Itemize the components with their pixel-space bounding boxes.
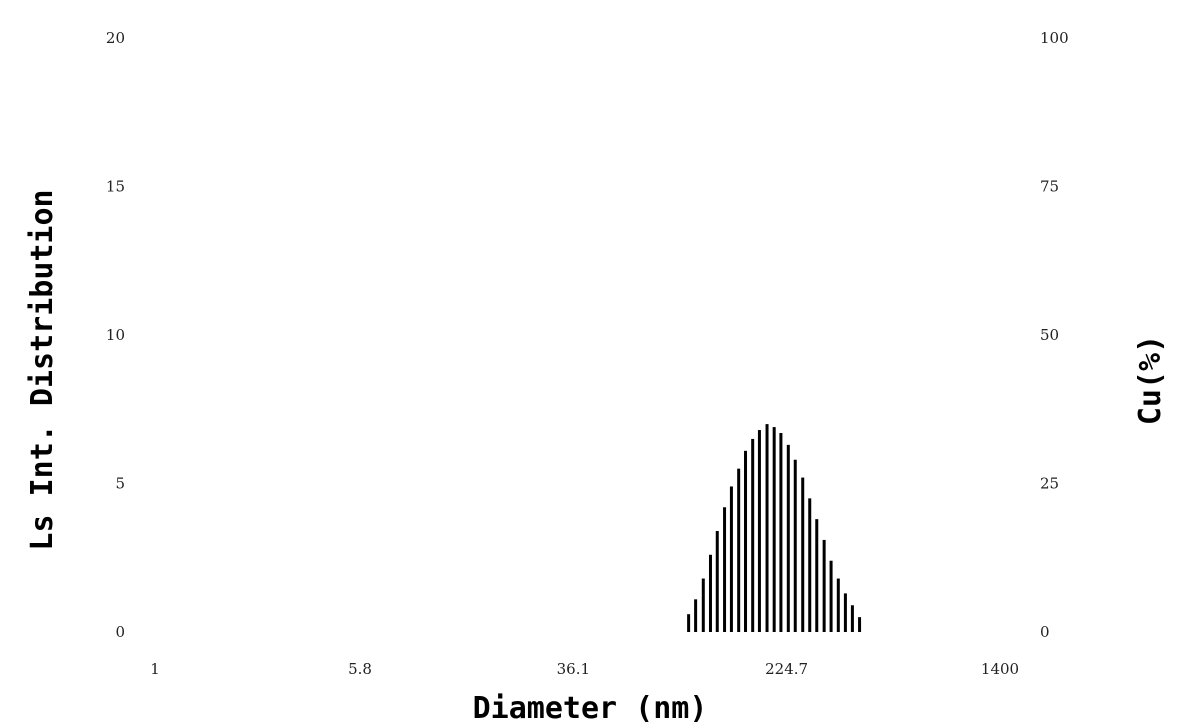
x-axis-title: Diameter (nm) xyxy=(473,691,708,726)
distribution-bar xyxy=(858,617,862,632)
y2-axis-title: Cu(%) xyxy=(1133,335,1168,425)
x-tick-label: 1400 xyxy=(981,660,1019,678)
distribution-bar xyxy=(729,486,733,632)
distribution-bar xyxy=(701,578,705,632)
distribution-bar xyxy=(687,614,691,632)
distribution-bar xyxy=(744,450,748,632)
distribution-bar xyxy=(836,578,840,632)
distribution-bars xyxy=(687,424,862,632)
y2-tick-label: 100 xyxy=(1040,29,1069,47)
distribution-bar xyxy=(779,433,783,632)
y2-tick-label: 75 xyxy=(1040,178,1059,196)
y2-tick-labels: 0 25 50 75 100 xyxy=(1040,29,1069,641)
distribution-bar xyxy=(751,438,755,632)
distribution-bar xyxy=(723,507,727,632)
y2-tick-label: 25 xyxy=(1040,475,1059,493)
y-tick-label: 10 xyxy=(106,326,125,344)
distribution-bar xyxy=(708,554,712,632)
distribution-bar xyxy=(772,427,776,632)
x-tick-label: 1 xyxy=(150,660,160,678)
distribution-bar xyxy=(765,424,769,632)
distribution-bar xyxy=(801,477,805,632)
distribution-bar xyxy=(757,430,761,632)
y2-tick-label: 0 xyxy=(1040,623,1050,641)
y-tick-label: 20 xyxy=(106,29,125,47)
x-tick-label: 36.1 xyxy=(557,660,590,678)
y-tick-label: 5 xyxy=(115,475,125,493)
x-tick-label: 224.7 xyxy=(765,660,808,678)
y-tick-labels: 0 5 10 15 20 xyxy=(106,29,125,641)
distribution-bar xyxy=(715,531,719,632)
distribution-bar xyxy=(808,498,812,632)
distribution-bar xyxy=(829,560,833,632)
y-tick-label: 0 xyxy=(115,623,125,641)
distribution-bar xyxy=(843,593,847,632)
distribution-bar xyxy=(786,444,790,632)
distribution-bar xyxy=(737,468,741,632)
y-axis-title: Ls Int. Distribution xyxy=(25,189,60,550)
distribution-bar xyxy=(815,519,819,632)
distribution-bar xyxy=(694,599,698,632)
distribution-bar xyxy=(793,459,797,632)
y2-tick-label: 50 xyxy=(1040,326,1059,344)
distribution-bar xyxy=(850,605,854,632)
x-tick-labels: 1 5.8 36.1 224.7 1400 xyxy=(150,660,1019,678)
distribution-bar xyxy=(822,539,826,632)
x-tick-label: 5.8 xyxy=(348,660,372,678)
y-tick-label: 15 xyxy=(106,178,125,196)
